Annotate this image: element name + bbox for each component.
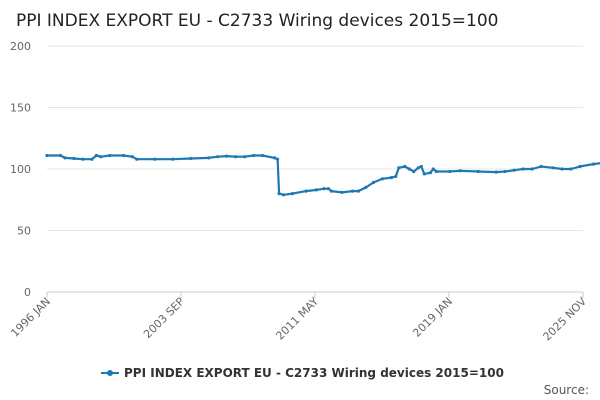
y-axis: 0 50 100 150 200 [10,40,31,299]
data-point[interactable] [389,176,393,180]
data-point[interactable] [216,155,220,159]
data-point[interactable] [512,168,516,172]
data-point[interactable] [521,167,525,171]
data-point[interactable] [403,164,407,169]
data-point[interactable] [416,166,420,170]
data-point[interactable] [94,153,98,158]
series-layer [45,108,600,197]
data-point[interactable] [225,154,229,158]
data-point[interactable] [340,190,344,194]
data-point[interactable] [422,172,426,176]
data-point[interactable] [578,164,582,169]
x-tick-label-4: 2025 NOV [541,295,590,344]
data-point[interactable] [282,193,286,197]
data-point[interactable] [530,167,534,171]
data-point[interactable] [207,156,211,160]
chart-title: PPI INDEX EXPORT EU - C2733 Wiring devic… [16,11,498,31]
data-point[interactable] [108,153,112,158]
data-point[interactable] [371,180,375,185]
data-point[interactable] [99,155,103,159]
data-point[interactable] [243,155,247,159]
data-point[interactable] [277,192,281,196]
y-tick-label-150: 150 [10,102,31,115]
data-point[interactable] [434,169,438,174]
data-point[interactable] [153,157,157,161]
legend[interactable]: PPI INDEX EXPORT EU - C2733 Wiring devic… [101,366,504,380]
data-point[interactable] [261,153,265,158]
data-point[interactable] [448,169,452,174]
x-tick-label-1: 2003 SEP [141,295,187,341]
data-point[interactable] [189,156,193,161]
data-point[interactable] [569,167,573,171]
data-point[interactable] [591,162,596,166]
data-point[interactable] [356,189,360,193]
data-point[interactable] [539,164,543,169]
y-tick-label-200: 200 [10,40,31,53]
data-point[interactable] [252,153,256,158]
data-point[interactable] [135,157,139,161]
data-point[interactable] [419,164,423,169]
data-point[interactable] [503,169,507,174]
data-point[interactable] [90,157,94,161]
data-point[interactable] [397,166,401,170]
data-point[interactable] [494,170,498,174]
series-line-0[interactable] [45,108,600,196]
data-point[interactable] [276,157,280,161]
data-point[interactable] [171,157,175,161]
x-tick-label-3: 2019 JAN [410,295,455,340]
data-point[interactable] [58,153,63,158]
data-point[interactable] [412,169,416,174]
data-point[interactable] [63,156,67,160]
legend-label[interactable]: PPI INDEX EXPORT EU - C2733 Wiring devic… [124,366,504,380]
data-point[interactable] [45,153,49,158]
data-point[interactable] [314,188,319,192]
y-tick-label-50: 50 [17,225,31,238]
data-point[interactable] [322,187,326,191]
data-point[interactable] [329,189,334,193]
source-label: Source: [544,383,589,397]
y-tick-label-0: 0 [24,286,31,299]
grid-lines [47,45,583,231]
data-point[interactable] [431,167,435,171]
data-point[interactable] [304,189,308,193]
data-point[interactable] [130,155,134,159]
data-point[interactable] [476,169,480,174]
data-point[interactable] [72,156,76,161]
data-point[interactable] [428,171,432,175]
data-point[interactable] [380,177,384,181]
data-point[interactable] [458,169,462,173]
data-point[interactable] [290,192,295,196]
y-tick-label-100: 100 [10,163,31,176]
data-point[interactable] [81,157,85,161]
data-point[interactable] [350,189,354,193]
data-point[interactable] [121,153,125,158]
data-point[interactable] [560,167,564,171]
data-point[interactable] [551,166,555,170]
data-point[interactable] [394,174,398,178]
data-point[interactable] [273,156,277,160]
x-tick-label-0: 1996 JAN [8,295,53,340]
data-point[interactable] [407,167,411,171]
legend-swatch-marker [107,370,113,376]
data-point[interactable] [234,155,238,159]
x-tick-label-2: 2011 MAY [273,295,321,343]
data-point[interactable] [364,185,368,189]
data-point[interactable] [326,187,331,191]
x-axis: 1996 JAN 2003 SEP 2011 MAY 2019 JAN 2025 NOV [8,291,590,344]
